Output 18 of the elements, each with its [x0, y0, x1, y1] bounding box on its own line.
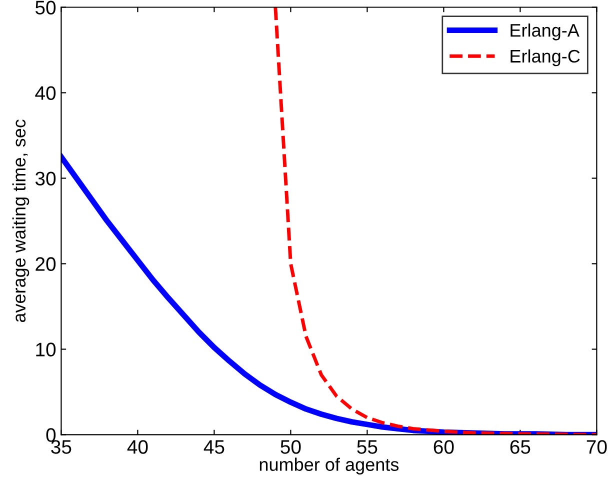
x-tick-label: 60 [434, 440, 454, 454]
x-tick-label: 70 [586, 440, 607, 454]
legend-label: Erlang-A [510, 23, 580, 40]
x-axis-title: number of agents [260, 458, 399, 475]
y-axis-title: average waiting time, sec [12, 120, 30, 322]
y-tick-label: 0 [46, 428, 56, 442]
legend-label: Erlang-C [510, 49, 580, 66]
x-tick-label: 35 [51, 440, 72, 454]
y-tick-label: 50 [35, 0, 56, 14]
x-tick-label: 65 [510, 440, 530, 454]
x-tick-label: 55 [357, 440, 378, 454]
x-tick-label: 40 [127, 440, 148, 454]
y-tick-label: 20 [36, 257, 56, 271]
y-tick-label: 30 [35, 172, 56, 186]
y-tick-label: 10 [36, 342, 56, 356]
y-tick-label: 40 [35, 86, 56, 100]
x-tick-label: 50 [280, 440, 301, 454]
x-tick-label: 45 [204, 440, 224, 454]
